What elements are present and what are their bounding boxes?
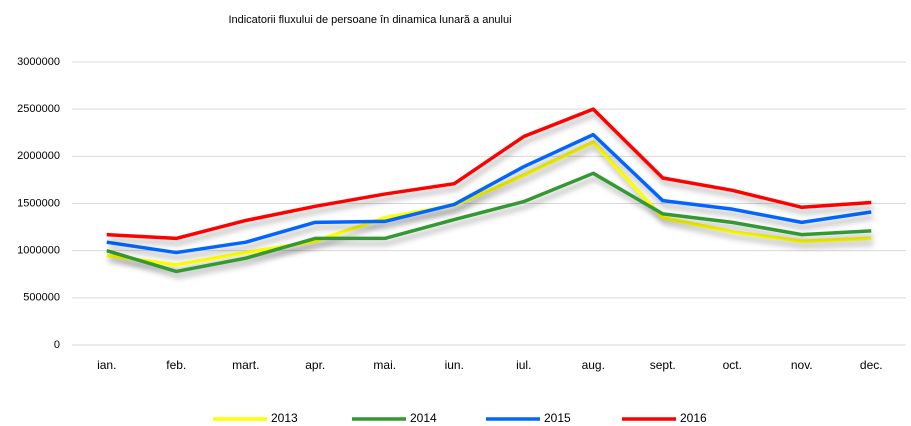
x-tick-label: mai. <box>373 358 396 372</box>
x-tick-label: ian. <box>97 358 116 372</box>
x-tick-label: mart. <box>232 358 259 372</box>
x-tick-label: sept. <box>650 358 676 372</box>
x-tick-label: iun. <box>445 358 464 372</box>
legend-label: 2016 <box>680 411 707 425</box>
legend-label: 2014 <box>410 411 437 425</box>
x-tick-label: iul. <box>516 358 531 372</box>
chart-title: Indicatorii fluxului de persoane în dina… <box>228 14 511 26</box>
series-line <box>106 171 872 274</box>
x-tick-label: nov. <box>791 358 813 372</box>
legend-label: 2015 <box>544 411 571 425</box>
x-tick-label: apr. <box>305 358 325 372</box>
y-tick-label: 0 <box>54 339 60 351</box>
x-tick-label: feb. <box>166 358 186 372</box>
y-tick-label: 500000 <box>23 292 60 304</box>
y-tick-label: 2000000 <box>17 150 60 162</box>
series-line <box>106 107 872 241</box>
y-tick-label: 1000000 <box>17 245 60 257</box>
y-tick-label: 1500000 <box>17 197 60 209</box>
x-tick-label: dec. <box>860 358 883 372</box>
series-line <box>106 140 872 267</box>
series-line <box>106 132 872 255</box>
legend-label: 2013 <box>271 411 298 425</box>
y-tick-label: 2500000 <box>17 103 60 115</box>
y-tick-label: 3000000 <box>17 56 60 68</box>
x-tick-label: aug. <box>582 358 605 372</box>
x-tick-label: oct. <box>723 358 742 372</box>
